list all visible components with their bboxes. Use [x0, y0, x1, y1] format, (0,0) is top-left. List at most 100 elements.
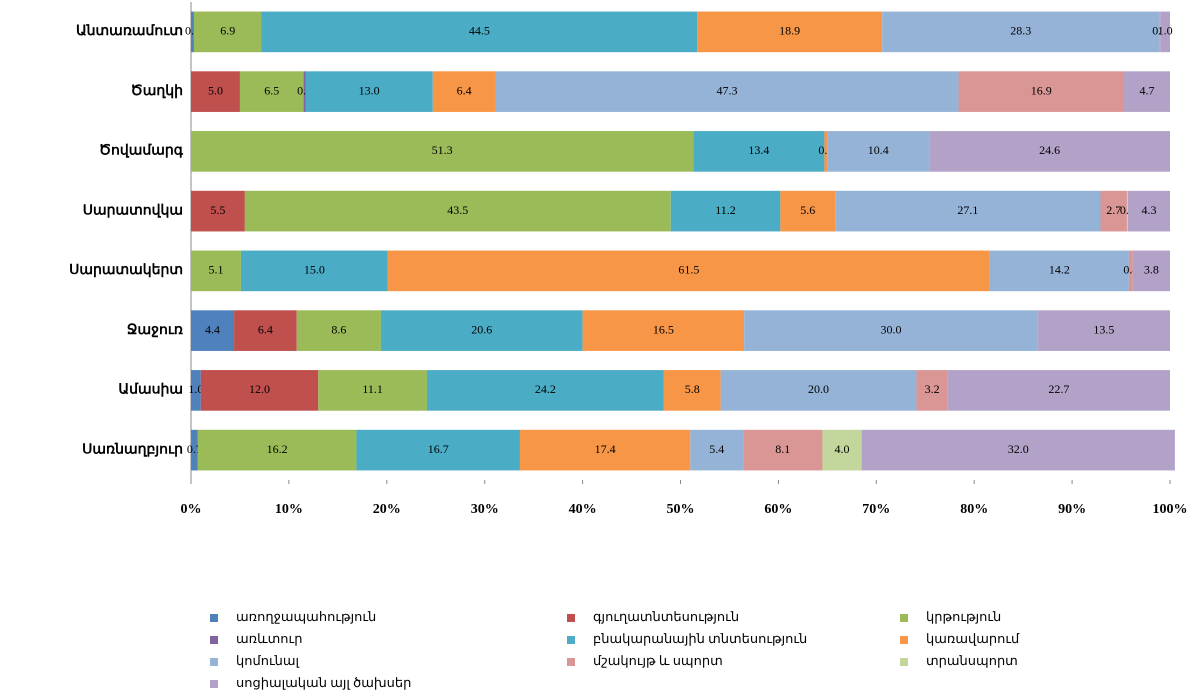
data-label: 4.0	[835, 442, 850, 456]
bar-segment	[916, 370, 948, 411]
data-label: 30.0	[880, 322, 901, 336]
bar-segment	[1160, 11, 1170, 53]
y-tick-label: Ջաջուռ	[127, 323, 183, 338]
data-label: 12.0	[249, 382, 270, 396]
data-label: 6.4	[457, 83, 472, 97]
data-label: 6.5	[264, 83, 279, 97]
data-label: 6.9	[220, 24, 235, 38]
data-label: 5.6	[800, 203, 815, 217]
bar-segment	[296, 310, 381, 351]
data-label: 5.0	[208, 83, 223, 97]
bar-segment	[240, 250, 388, 292]
bar-segment	[989, 250, 1129, 292]
data-label: 10.4	[868, 143, 889, 157]
data-label: 14.2	[1049, 263, 1070, 277]
legend-label: առողջապահություն	[236, 609, 376, 624]
bar-segment	[947, 370, 1170, 411]
bar-segment	[720, 370, 917, 411]
data-label: 47.3	[717, 83, 738, 97]
x-tick-label: 70%	[862, 502, 890, 517]
legend-swatch	[900, 636, 908, 644]
data-label: 22.7	[1048, 382, 1069, 396]
bar-segment	[697, 11, 883, 53]
legend-label: կառավարում	[926, 631, 1020, 646]
data-label: 3.8	[1144, 263, 1159, 277]
data-label: 24.6	[1039, 143, 1060, 157]
bar-segment	[432, 71, 496, 112]
bar-segment	[305, 71, 433, 112]
data-label: 11.1	[362, 382, 383, 396]
bar-segment	[191, 190, 245, 232]
bar-segment	[1100, 190, 1127, 232]
bar-segment	[426, 370, 664, 411]
bar-segment	[929, 131, 1170, 172]
legend-label: կրթություն	[926, 609, 1001, 624]
bar-segment	[1037, 310, 1170, 351]
legend-swatch	[210, 614, 218, 622]
y-tick-label: Անտառամուտ	[76, 24, 183, 39]
legend-label: առևտուր	[236, 631, 302, 646]
data-label: 4.3	[1141, 203, 1156, 217]
legend-label: մշակույթ և սպորտ	[593, 653, 723, 668]
bar-segment	[197, 429, 357, 471]
bar-segment	[191, 310, 235, 351]
bar-segment	[380, 310, 583, 351]
bar-segment	[835, 190, 1101, 232]
bar-segment	[1159, 11, 1161, 53]
y-tick-label: Սարատովկա	[83, 203, 183, 218]
bar-segment	[824, 131, 828, 172]
bar-segment	[191, 11, 194, 53]
x-tick-label: 100%	[1153, 502, 1188, 517]
data-label: 5.1	[208, 263, 223, 277]
data-label: 5.8	[685, 382, 700, 396]
data-label: 20.0	[808, 382, 829, 396]
data-label: 44.5	[469, 24, 490, 38]
bar-segment	[519, 429, 691, 471]
bar-segment	[693, 131, 825, 172]
data-label: 2.7	[1106, 203, 1121, 217]
data-label: 8.1	[775, 442, 790, 456]
data-label: 6.4	[258, 322, 273, 336]
data-label: 28.3	[1010, 24, 1031, 38]
x-tick-label: 50%	[667, 502, 695, 517]
bar-segment	[690, 429, 744, 471]
x-tick-label: 40%	[569, 502, 597, 517]
bar-segment	[191, 131, 694, 172]
y-tick-label: Սարատակերտ	[69, 263, 183, 278]
x-tick-label: 80%	[960, 502, 988, 517]
x-tick-label: 90%	[1058, 502, 1086, 517]
data-label: 4.4	[205, 322, 220, 336]
data-label: 13.5	[1093, 322, 1114, 336]
data-label: 5.4	[709, 442, 724, 456]
legend-swatch	[567, 614, 575, 622]
bar-segment	[191, 71, 240, 112]
bar-segment	[958, 71, 1124, 112]
bar-segment	[261, 11, 698, 53]
data-label: 11.2	[715, 203, 736, 217]
legend-swatch	[900, 658, 908, 666]
legend-swatch	[900, 614, 908, 622]
x-tick-label: 60%	[764, 502, 792, 517]
data-label: 18.9	[779, 24, 800, 38]
bar-segment	[882, 11, 1160, 53]
bar-segment	[495, 71, 959, 112]
data-label: 3.2	[925, 382, 940, 396]
legend-label: կոմունալ	[236, 653, 300, 668]
x-tick-label: 30%	[471, 502, 499, 517]
data-label: 4.7	[1139, 83, 1154, 97]
bar-segment	[200, 370, 319, 411]
legend-swatch	[210, 658, 218, 666]
data-label: 51.3	[432, 143, 453, 157]
data-label: 16.5	[653, 322, 674, 336]
data-label: 15.0	[304, 263, 325, 277]
legend-swatch	[210, 636, 218, 644]
bar-segment	[670, 190, 781, 232]
bar-segment	[387, 250, 990, 292]
legend-label: տրանսպորտ	[926, 653, 1018, 668]
legend-swatch	[567, 636, 575, 644]
x-tick-label: 20%	[373, 502, 401, 517]
data-label: 61.5	[678, 263, 699, 277]
data-label: 20.6	[471, 322, 492, 336]
data-label: 1.0	[188, 382, 203, 396]
